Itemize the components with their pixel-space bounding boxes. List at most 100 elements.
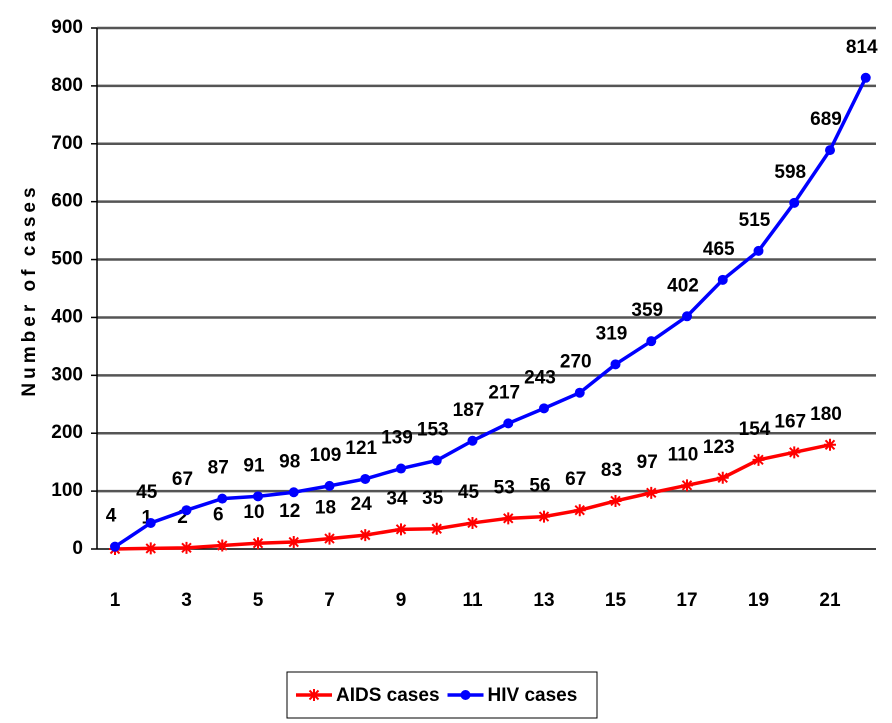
legend-marker	[460, 690, 471, 700]
data-label: 139	[381, 428, 413, 449]
point	[324, 480, 335, 491]
x-tick-label: 11	[462, 590, 483, 611]
data-label: 12	[279, 501, 300, 522]
data-label: 67	[565, 469, 586, 490]
point	[502, 512, 515, 525]
y-tick-label: 800	[51, 75, 83, 96]
x-tick-label: 5	[253, 590, 264, 611]
x-tick-label: 3	[181, 590, 192, 611]
data-label: 56	[529, 476, 550, 497]
point	[539, 403, 549, 414]
data-label: 167	[774, 411, 806, 432]
data-label: 243	[524, 367, 556, 388]
x-tick-label: 15	[605, 590, 627, 611]
point	[110, 541, 120, 552]
data-label: 67	[172, 469, 193, 490]
point	[216, 539, 229, 552]
point	[753, 245, 764, 256]
data-label: 598	[774, 162, 806, 183]
point	[253, 491, 263, 502]
data-label: 97	[637, 452, 658, 473]
data-label: 6	[213, 505, 224, 526]
data-label: 402	[667, 275, 699, 296]
legend-marker	[308, 689, 320, 701]
data-label: 87	[208, 458, 229, 479]
point	[144, 542, 157, 555]
data-label: 217	[488, 382, 520, 403]
point	[287, 536, 300, 549]
point	[752, 453, 765, 466]
data-label: 270	[560, 352, 592, 373]
data-label: 319	[596, 323, 628, 344]
point	[682, 311, 692, 322]
legend-label: AIDS cases	[336, 685, 440, 706]
point	[609, 494, 622, 507]
point	[430, 522, 443, 535]
point	[359, 529, 372, 542]
data-label: 180	[810, 404, 842, 425]
data-label: 154	[739, 419, 771, 440]
point	[503, 418, 514, 429]
data-label: 4	[106, 506, 117, 527]
data-label: 359	[631, 300, 663, 321]
point	[573, 504, 586, 517]
point	[538, 510, 550, 523]
point	[645, 486, 658, 499]
data-label: 18	[315, 498, 336, 519]
point	[181, 505, 192, 516]
x-tick-label: 19	[748, 590, 769, 611]
data-label: 24	[351, 494, 373, 515]
data-label: 83	[601, 460, 622, 481]
point	[789, 197, 800, 208]
data-label: 187	[453, 400, 485, 421]
x-tick-label: 21	[819, 590, 841, 611]
data-label: 1	[141, 507, 152, 528]
point	[860, 72, 871, 83]
point	[252, 537, 264, 550]
y-tick-label: 400	[51, 306, 83, 327]
point	[145, 517, 156, 528]
y-tick-label: 0	[72, 538, 83, 559]
legend-label: HIV cases	[488, 685, 578, 706]
point	[681, 479, 693, 492]
legend-box	[286, 671, 598, 719]
point	[288, 487, 299, 498]
point	[610, 359, 621, 370]
data-label: 110	[668, 444, 699, 465]
y-tick-label: 200	[51, 422, 83, 443]
series-line	[114, 77, 868, 549]
point	[716, 471, 729, 484]
x-tick-label: 13	[533, 590, 554, 611]
data-label: 53	[494, 477, 515, 498]
data-label: 123	[703, 437, 735, 458]
y-tick-label: 600	[51, 191, 83, 212]
y-tick-label: 900	[51, 17, 83, 38]
y-tick-label: 700	[51, 133, 83, 154]
data-label: 465	[703, 239, 735, 260]
point	[466, 516, 479, 529]
y-axis-label: Number of cases	[19, 183, 40, 396]
y-tick-label: 100	[51, 480, 83, 501]
y-tick-label: 500	[51, 249, 83, 270]
point	[646, 336, 657, 347]
data-label: 121	[345, 438, 377, 459]
point	[180, 541, 193, 554]
data-label: 10	[243, 502, 264, 523]
data-label: 2	[177, 507, 188, 528]
x-tick-label: 1	[110, 590, 121, 611]
point	[217, 493, 228, 504]
data-label: 689	[810, 109, 842, 130]
data-label: 35	[422, 488, 444, 509]
point	[788, 446, 801, 459]
point	[717, 274, 728, 285]
data-label: 98	[279, 451, 300, 472]
data-label: 91	[243, 455, 265, 476]
data-label: 34	[386, 488, 408, 509]
x-tick-label: 9	[396, 590, 407, 611]
data-label: 45	[458, 482, 480, 503]
data-label: 109	[310, 445, 342, 466]
x-tick-label: 7	[324, 590, 335, 611]
point	[467, 435, 478, 446]
point	[323, 532, 336, 545]
